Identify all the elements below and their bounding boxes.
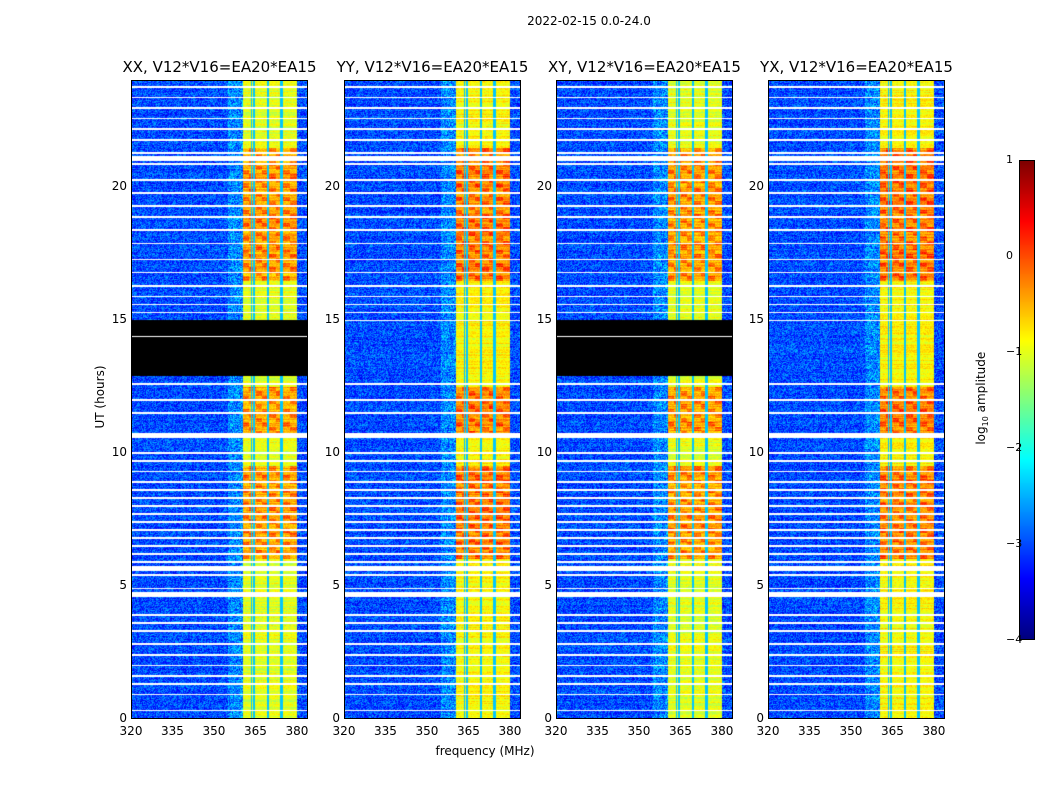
x-tick-label: 320: [332, 724, 356, 738]
x-tick-label: 350: [839, 724, 863, 738]
panel-title: YY, V12*V16=EA20*EA15: [336, 58, 529, 76]
x-tick-label: 365: [669, 724, 692, 738]
x-tick-label: 350: [627, 724, 651, 738]
x-tick-label: 380: [922, 724, 946, 738]
panel-title: XY, V12*V16=EA20*EA15: [548, 58, 741, 76]
colorbar-tick-label: 1: [1006, 153, 1013, 166]
y-axis-label: UT (hours): [93, 365, 107, 429]
y-tick-label: 10: [111, 444, 127, 459]
y-tick-label: 20: [536, 178, 552, 193]
y-tick-label: 10: [536, 444, 552, 459]
y-tick-label: 0: [756, 711, 764, 725]
heatmap-image: [769, 81, 944, 718]
y-tick-label: 15: [111, 311, 127, 326]
colorbar-tick-label: −3: [1006, 537, 1023, 550]
colorbar-tick-label: −1: [1006, 345, 1023, 358]
colorbar-label: log10 amplitude: [974, 338, 990, 458]
colorbar-label-rest: amplitude: [973, 351, 988, 417]
y-tick-label: 0: [119, 711, 127, 725]
x-tick-label: 335: [161, 724, 184, 738]
y-tick-label: 15: [324, 311, 340, 326]
colorbar: [1019, 160, 1035, 640]
x-tick-label: 380: [710, 724, 734, 738]
y-tick-label: 5: [756, 577, 764, 592]
x-tick-label: 320: [756, 724, 780, 738]
y-tick-label: 20: [111, 178, 127, 193]
x-tick-label: 380: [285, 724, 309, 738]
x-tick-label: 335: [374, 724, 397, 738]
y-tick-label: 5: [544, 577, 552, 592]
panel-title: YX, V12*V16=EA20*EA15: [760, 58, 953, 76]
heatmap-image: [345, 81, 520, 718]
x-tick-label: 320: [544, 724, 568, 738]
x-tick-label: 380: [498, 724, 522, 738]
heatmap-panel: [344, 80, 521, 719]
x-tick-label: 365: [244, 724, 267, 738]
y-tick-label: 15: [536, 311, 552, 326]
y-tick-label: 20: [324, 178, 340, 193]
colorbar-label-sub: 10: [981, 416, 991, 427]
heatmap-image: [132, 81, 307, 718]
panel-title: XX, V12*V16=EA20*EA15: [122, 58, 317, 76]
colorbar-label-main: log: [973, 426, 988, 445]
y-tick-label: 0: [544, 711, 552, 725]
x-tick-label: 335: [798, 724, 821, 738]
x-tick-label: 350: [415, 724, 439, 738]
y-tick-label: 0: [332, 711, 340, 725]
x-tick-label: 320: [119, 724, 143, 738]
heatmap-panel: [768, 80, 945, 719]
x-tick-label: 350: [202, 724, 226, 738]
heatmap-panel: [131, 80, 308, 719]
y-tick-label: 10: [324, 444, 340, 459]
heatmap-image: [557, 81, 732, 718]
colorbar-tick-label: −2: [1006, 441, 1023, 454]
x-axis-label: frequency (MHz): [435, 744, 535, 758]
colorbar-tick-label: 0: [1006, 249, 1013, 262]
colorbar-tick-label: −4: [1006, 633, 1023, 646]
x-tick-label: 365: [881, 724, 904, 738]
colorbar-gradient: [1020, 161, 1034, 639]
y-tick-label: 15: [748, 311, 764, 326]
y-tick-label: 5: [332, 577, 340, 592]
y-tick-label: 20: [748, 178, 764, 193]
y-tick-label: 10: [748, 444, 764, 459]
figure-title: 2022-02-15 0.0-24.0: [527, 14, 651, 28]
y-tick-label: 5: [119, 577, 127, 592]
x-tick-label: 335: [586, 724, 609, 738]
x-tick-label: 365: [457, 724, 480, 738]
heatmap-panel: [556, 80, 733, 719]
